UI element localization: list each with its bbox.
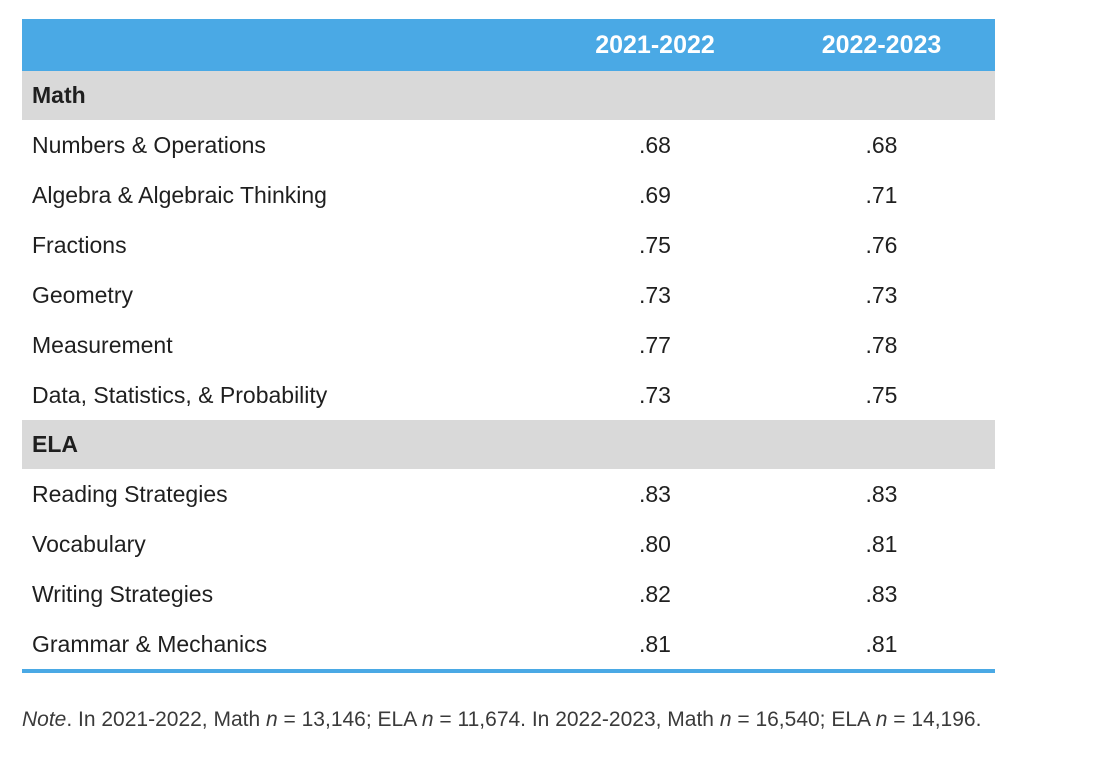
note-n-2: n	[421, 708, 434, 731]
reliability-table: 2021-2022 2022-2023 Math Numbers & Opera…	[22, 19, 995, 669]
table-row: Measurement .77 .78	[22, 320, 995, 370]
row-label: Writing Strategies	[32, 580, 214, 607]
header-row: 2021-2022 2022-2023	[22, 19, 995, 71]
cell-2021-2022: .69	[639, 181, 671, 208]
row-label: Geometry	[32, 281, 133, 308]
row-label: Reading Strategies	[32, 480, 228, 507]
row-label: Fractions	[32, 231, 127, 258]
cell-2021-2022: .75	[639, 231, 671, 258]
table-row: Data, Statistics, & Probability .73 .75	[22, 370, 995, 420]
table-row: Reading Strategies .83 .83	[22, 469, 995, 519]
row-label: Vocabulary	[32, 530, 146, 557]
row-label: Algebra & Algebraic Thinking	[32, 181, 327, 208]
note-n-1: n	[266, 708, 278, 731]
cell-2022-2023: .71	[865, 181, 898, 208]
note-text-2: = 13,146; ELA	[277, 708, 422, 731]
note-text-4: = 16,540; ELA	[731, 708, 876, 731]
cell-2022-2023: .68	[865, 131, 898, 158]
cell-2021-2022: .83	[639, 480, 671, 507]
note-text-1: . In 2021-2022, Math	[66, 708, 266, 731]
cell-2021-2022: .68	[639, 131, 671, 158]
cell-2022-2023: .76	[865, 231, 898, 258]
section-title-math: Math	[22, 71, 995, 120]
cell-2021-2022: .73	[639, 381, 671, 408]
table-bottom-rule	[22, 669, 995, 673]
note-lead: Note	[22, 708, 67, 731]
note-n-3: n	[719, 708, 732, 731]
cell-2022-2023: .81	[865, 630, 898, 657]
note-text-5: = 14,196.	[887, 708, 982, 731]
note-text-3: = 11,674. In 2022-2023, Math	[433, 708, 720, 731]
cell-2021-2022: .73	[639, 281, 671, 308]
cell-2022-2023: .83	[865, 480, 898, 507]
header-2021-2022: 2021-2022	[542, 19, 768, 71]
table-row: Grammar & Mechanics .81 .81	[22, 619, 995, 669]
table-note: Note. In 2021-2022, Math n = 13,146; ELA…	[22, 708, 981, 732]
cell-2021-2022: .81	[639, 630, 671, 657]
section-title-ela: ELA	[22, 420, 995, 469]
cell-2022-2023: .83	[865, 580, 898, 607]
row-label: Data, Statistics, & Probability	[32, 381, 328, 408]
table-row: Writing Strategies .82 .83	[22, 569, 995, 619]
table-row: Algebra & Algebraic Thinking .69 .71	[22, 170, 995, 220]
cell-2022-2023: .78	[865, 331, 898, 358]
cell-2021-2022: .80	[639, 530, 671, 557]
cell-2021-2022: .77	[639, 331, 671, 358]
row-label: Measurement	[32, 331, 173, 358]
header-blank-cell	[22, 19, 542, 71]
cell-2022-2023: .73	[865, 281, 898, 308]
cell-2021-2022: .82	[639, 580, 671, 607]
row-label: Numbers & Operations	[32, 131, 266, 158]
table-row: Fractions .75 .76	[22, 220, 995, 270]
note-n-4: n	[875, 708, 888, 731]
table-row: Vocabulary .80 .81	[22, 519, 995, 569]
cell-2022-2023: .75	[865, 381, 898, 408]
row-label: Grammar & Mechanics	[32, 630, 268, 657]
table-row: Geometry .73 .73	[22, 270, 995, 320]
reliability-table-container: 2021-2022 2022-2023 Math Numbers & Opera…	[22, 19, 995, 673]
section-row-ela: ELA	[22, 420, 995, 469]
table-row: Numbers & Operations .68 .68	[22, 120, 995, 170]
cell-2022-2023: .81	[865, 530, 898, 557]
header-2022-2023: 2022-2023	[768, 19, 995, 71]
section-row-math: Math	[22, 71, 995, 120]
